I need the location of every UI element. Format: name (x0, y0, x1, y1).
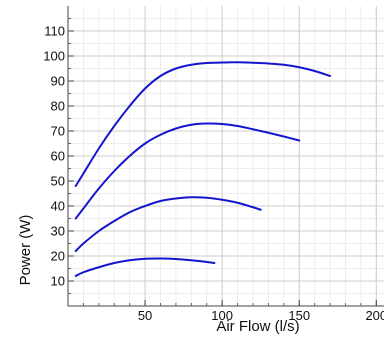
y-tick-label: 110 (44, 24, 65, 39)
y-tick-label: 100 (43, 49, 65, 64)
series-line-3 (74, 196, 262, 252)
y-tick-label: 20 (51, 249, 65, 264)
tick-labels: 10 20 30 40 50 60 70 80 90 100 110 50 100 150 200 (43, 24, 384, 324)
axes (67, 6, 384, 307)
y-axis-title: Power (W) (17, 215, 34, 286)
y-tick-label: 60 (51, 149, 65, 164)
y-tick-label: 40 (51, 199, 65, 214)
y-tick-label: 10 (51, 274, 65, 289)
series-group (74, 61, 332, 277)
series-line-2 (74, 122, 301, 220)
y-tick-label: 70 (51, 124, 65, 139)
x-tick-label: 100 (211, 308, 233, 323)
y-tick-label: 90 (51, 74, 65, 89)
grid (68, 6, 384, 306)
y-tick-label: 80 (51, 99, 65, 114)
x-tick-label: 200 (365, 308, 384, 323)
y-tick-label: 30 (51, 224, 65, 239)
series-line-1 (74, 61, 332, 187)
series-line-4 (74, 257, 216, 277)
x-tick-label: 150 (288, 308, 310, 323)
x-tick-label: 50 (138, 308, 152, 323)
x-axis-title: Air Flow (l/s) (216, 318, 299, 335)
y-tick-label: 50 (51, 174, 65, 189)
